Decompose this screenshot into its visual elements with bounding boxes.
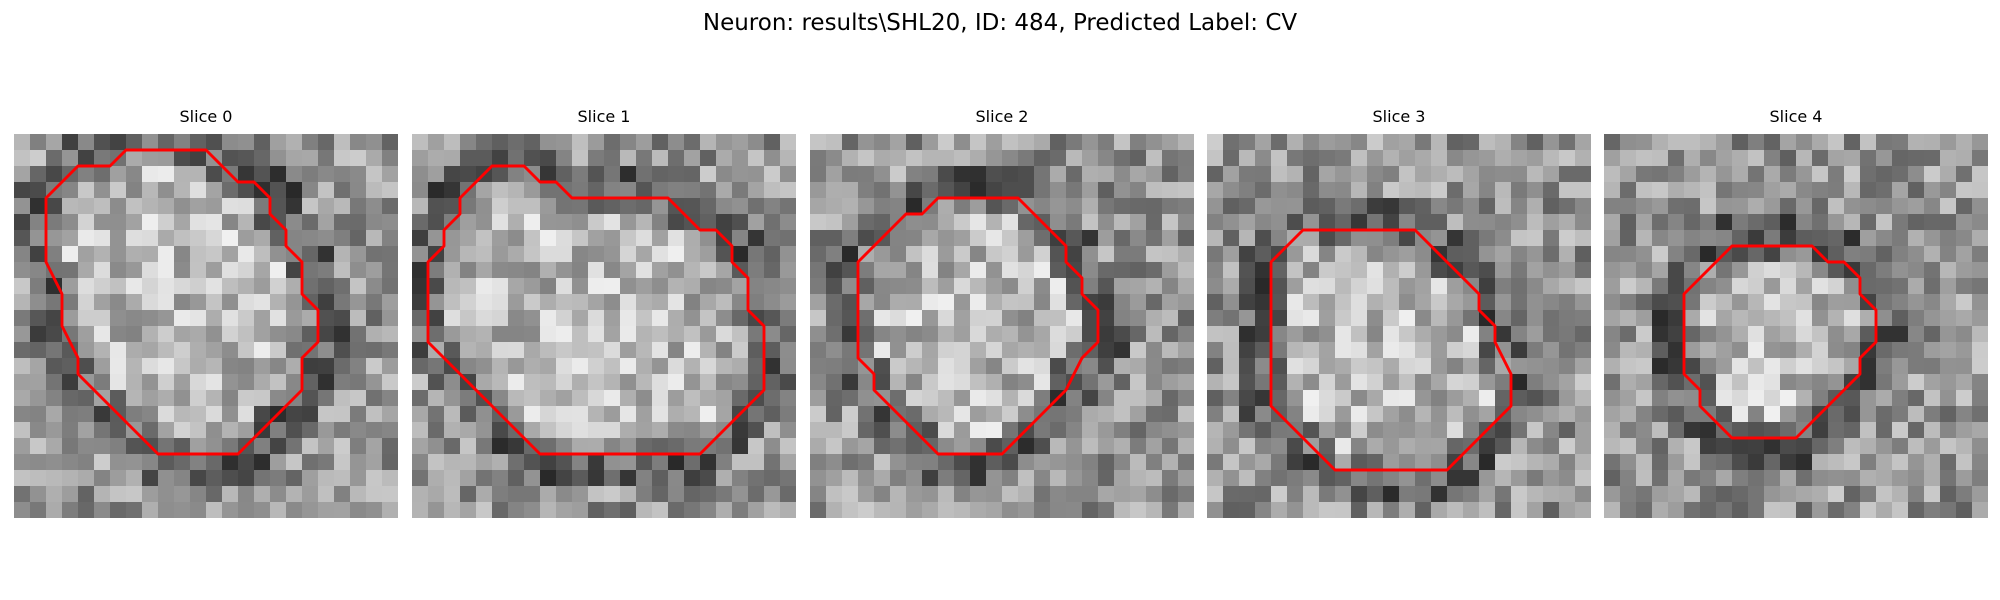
slice-panel-0: Slice 0 (14, 106, 398, 518)
segmentation-contour (1682, 244, 1878, 440)
segmentation-contour (856, 196, 1100, 456)
slice-title-3: Slice 3 (1372, 107, 1426, 126)
pixel-grid (412, 134, 796, 518)
slice-image-1 (412, 134, 796, 518)
slice-panel-2: Slice 2 (810, 106, 1194, 518)
slice-image-4 (1604, 134, 1988, 518)
pixel-grid (1207, 134, 1591, 518)
segmentation-contour (44, 148, 320, 456)
figure-title: Neuron: results\SHL20, ID: 484, Predicte… (702, 10, 1298, 36)
slice-image-0 (14, 134, 398, 518)
slice-image-2 (810, 134, 1194, 518)
segmentation-contour (1269, 228, 1513, 472)
slice-title-0: Slice 0 (179, 107, 233, 126)
slice-panel-4: Slice 4 (1604, 106, 1988, 518)
pixel-grid (14, 134, 398, 518)
slice-title-1: Slice 1 (577, 107, 631, 126)
pixel-grid (1604, 134, 1988, 518)
slice-image-3 (1207, 134, 1591, 518)
slice-title-4: Slice 4 (1769, 107, 1823, 126)
slice-panel-1: Slice 1 (412, 106, 796, 518)
slice-title-2: Slice 2 (975, 107, 1029, 126)
pixel-grid (810, 134, 1194, 518)
segmentation-contour (426, 164, 766, 456)
slice-panel-3: Slice 3 (1207, 106, 1591, 518)
